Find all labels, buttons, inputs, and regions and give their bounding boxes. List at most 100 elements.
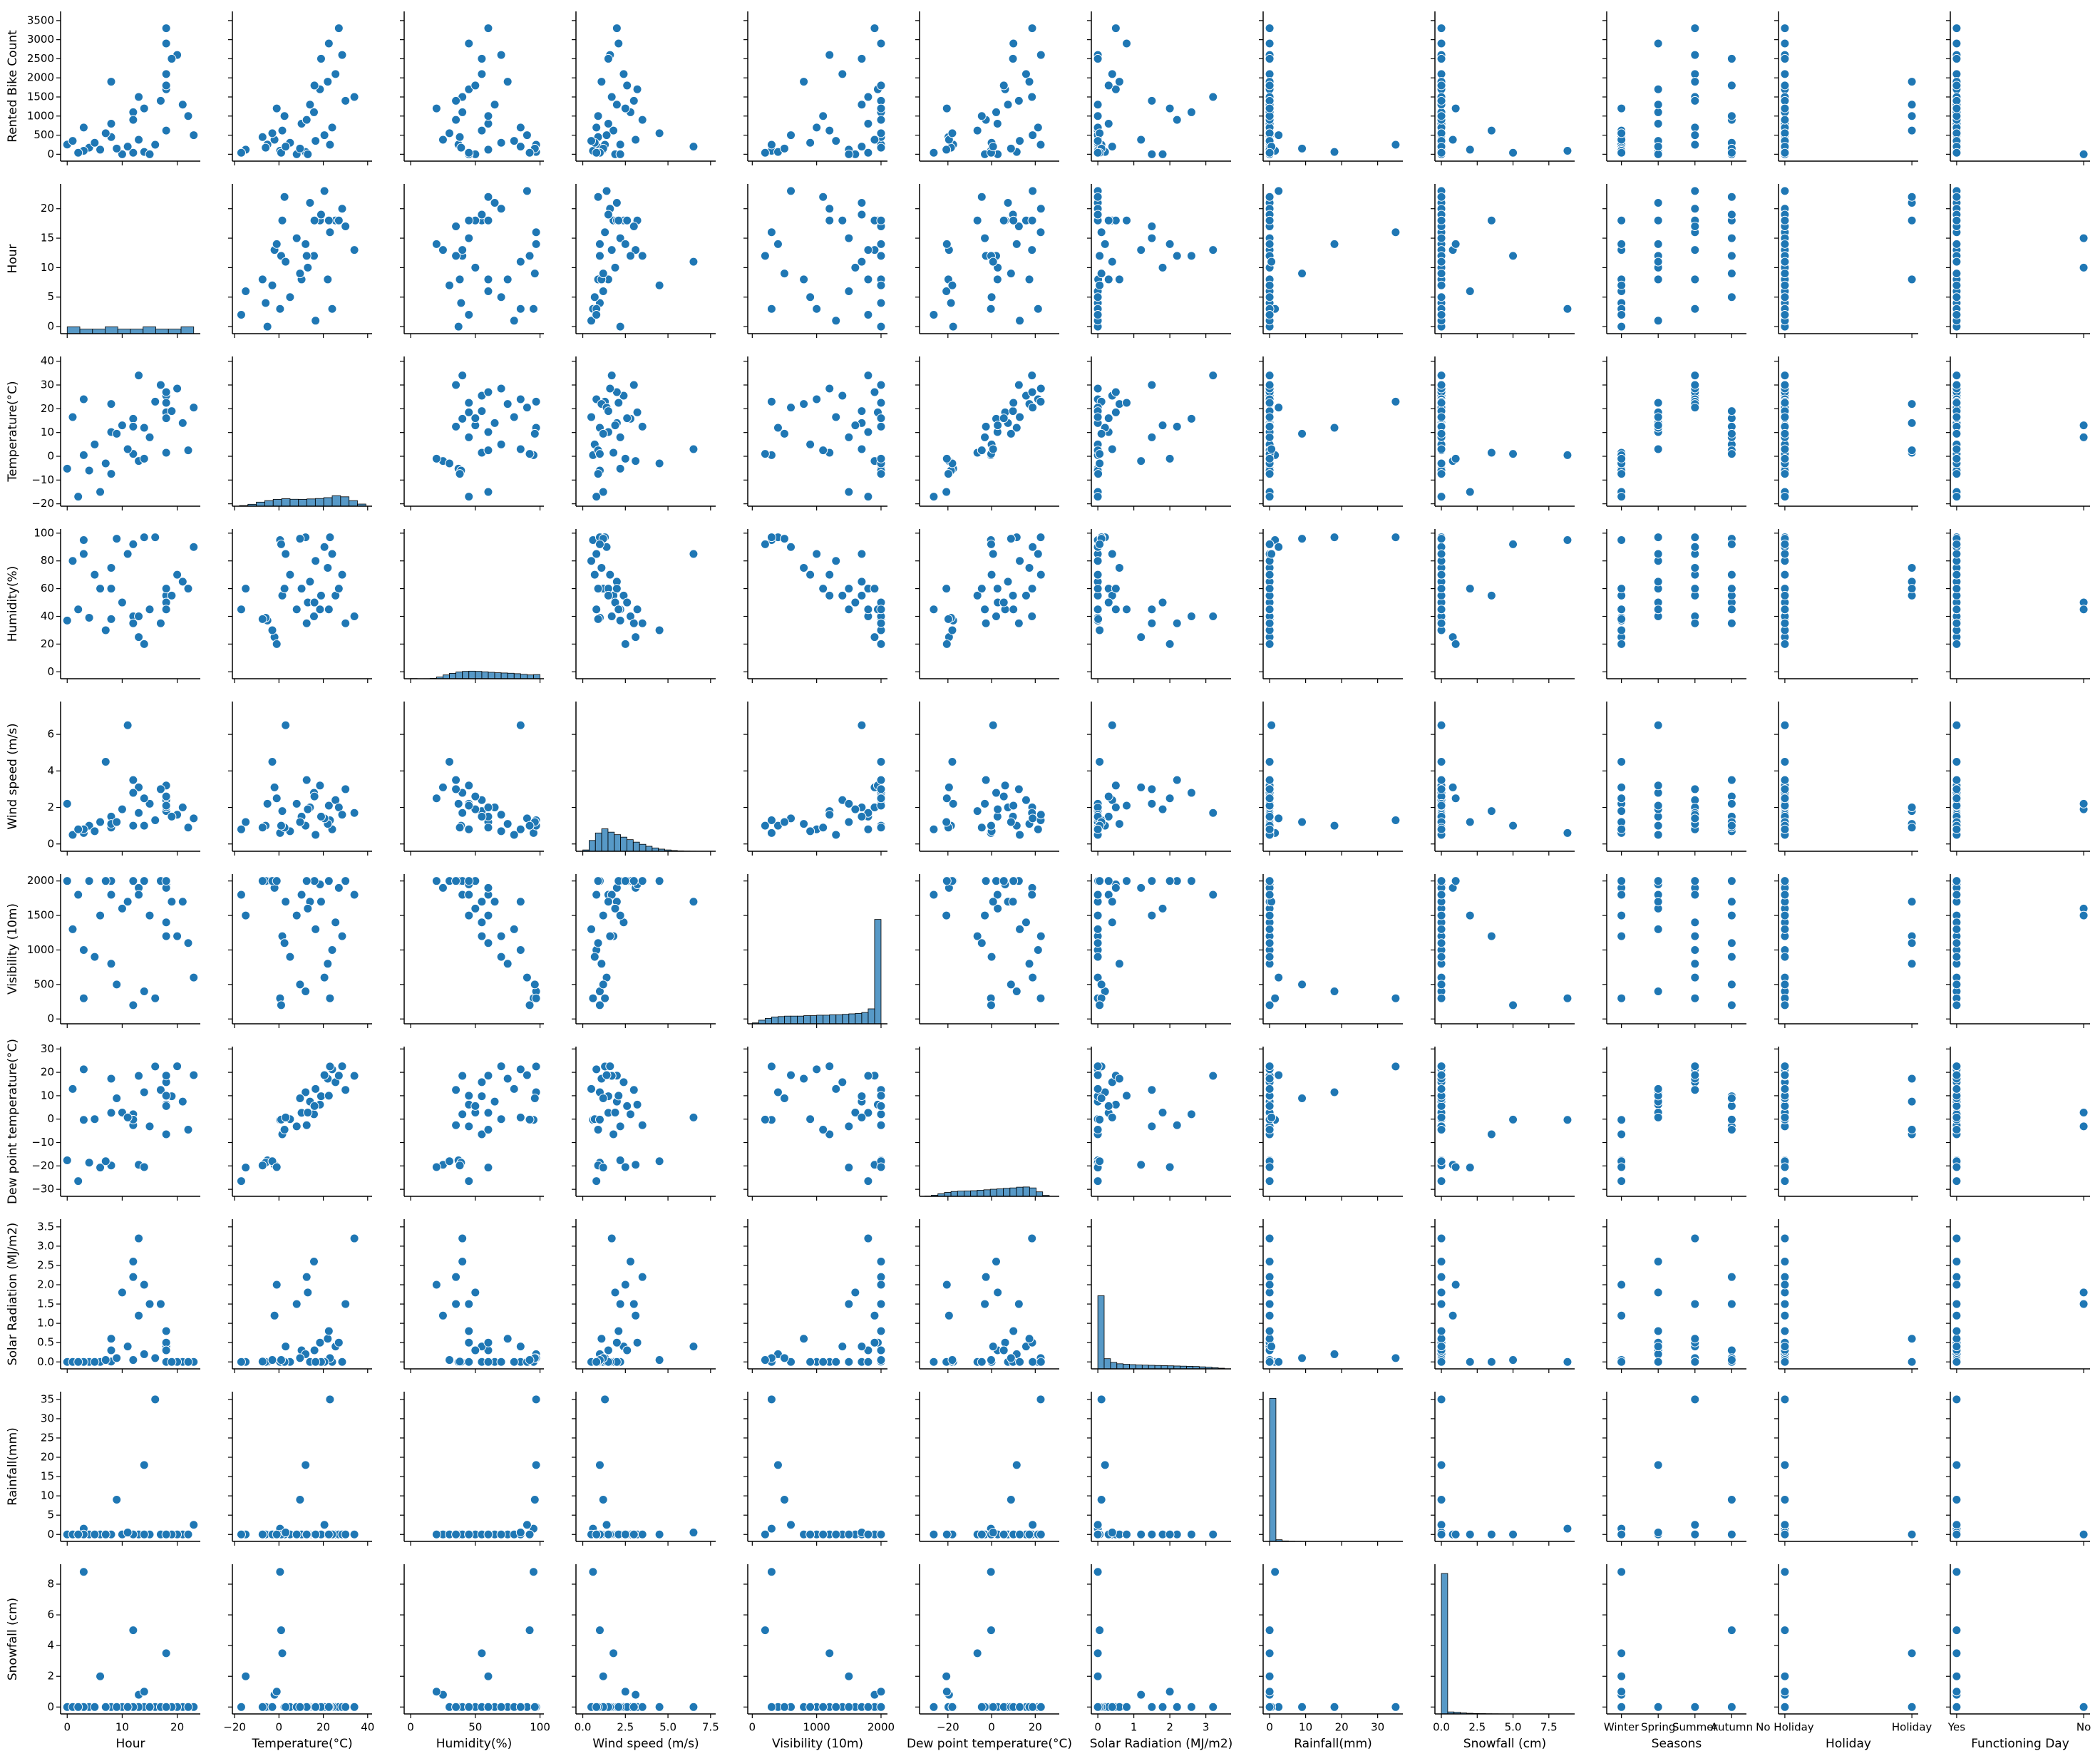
scatter-point bbox=[189, 542, 199, 552]
scatter-point bbox=[1274, 1357, 1284, 1367]
scatter-point bbox=[1274, 130, 1284, 140]
y-tick-label: 10 bbox=[41, 1089, 54, 1102]
scatter-point bbox=[1186, 251, 1196, 261]
scatter-point bbox=[825, 384, 835, 394]
panel bbox=[915, 529, 1059, 683]
scatter-point bbox=[1274, 972, 1284, 982]
scatter-point bbox=[592, 148, 602, 158]
scatter-point bbox=[631, 135, 641, 145]
scatter-point bbox=[999, 414, 1009, 423]
y-axis-label: Dew point temperature(°C) bbox=[6, 1039, 20, 1204]
scatter-point bbox=[598, 487, 608, 497]
scatter-point bbox=[1265, 280, 1275, 290]
scatter-point bbox=[1014, 380, 1024, 390]
scatter-point bbox=[654, 1156, 664, 1166]
scatter-point bbox=[1265, 1162, 1275, 1172]
scatter-point bbox=[349, 808, 359, 818]
scatter-point bbox=[1111, 605, 1121, 615]
scatter-point bbox=[988, 549, 998, 559]
scatter-point bbox=[1486, 215, 1496, 225]
scatter-point bbox=[929, 148, 939, 158]
y-tick-label: 15 bbox=[41, 232, 54, 245]
scatter-point bbox=[1122, 1529, 1132, 1539]
scatter-point bbox=[1265, 1074, 1275, 1084]
scatter-point bbox=[1726, 1114, 1736, 1124]
scatter-point bbox=[470, 1288, 480, 1298]
scatter-point bbox=[1726, 1355, 1736, 1365]
y-tick-label: 1500 bbox=[27, 91, 54, 103]
scatter-point bbox=[431, 1280, 441, 1290]
scatter-point bbox=[483, 1071, 493, 1081]
scatter-point bbox=[451, 1529, 461, 1539]
scatter-point bbox=[1147, 784, 1157, 794]
scatter-point bbox=[1093, 412, 1103, 422]
scatter-point bbox=[183, 1124, 193, 1134]
scatter-point bbox=[1036, 384, 1046, 394]
scatter-point bbox=[1006, 269, 1016, 279]
scatter-point bbox=[1165, 239, 1175, 249]
scatter-point bbox=[1107, 897, 1117, 907]
panel bbox=[1259, 529, 1403, 683]
scatter-point bbox=[62, 615, 72, 625]
scatter-point bbox=[139, 876, 149, 886]
scatter-point bbox=[812, 304, 822, 314]
scatter-point bbox=[106, 77, 116, 87]
hist-bar bbox=[823, 1015, 830, 1025]
scatter-point bbox=[1036, 533, 1046, 543]
scatter-point bbox=[167, 590, 177, 600]
scatter-point bbox=[349, 245, 359, 255]
y-tick-label: 100 bbox=[34, 526, 54, 539]
scatter-point bbox=[1617, 310, 1627, 320]
scatter-point bbox=[1329, 1087, 1339, 1097]
scatter-point bbox=[319, 186, 329, 196]
scatter-point bbox=[1617, 806, 1627, 816]
scatter-point bbox=[1329, 533, 1339, 543]
scatter-point bbox=[1617, 876, 1627, 886]
scatter-point bbox=[302, 775, 312, 785]
scatter-point bbox=[1024, 563, 1034, 572]
panel bbox=[1087, 184, 1231, 338]
scatter-point bbox=[1107, 444, 1117, 454]
scatter-point bbox=[331, 918, 341, 928]
scatter-point bbox=[615, 615, 625, 625]
scatter-point bbox=[876, 1345, 886, 1355]
scatter-point bbox=[281, 142, 291, 152]
panel bbox=[1259, 356, 1403, 510]
scatter-point bbox=[477, 897, 487, 907]
scatter-point bbox=[1726, 570, 1736, 580]
scatter-point bbox=[341, 1085, 351, 1095]
scatter-point bbox=[337, 204, 347, 214]
scatter-point bbox=[1006, 1353, 1016, 1363]
scatter-point bbox=[1653, 1357, 1663, 1367]
scatter-point bbox=[620, 876, 630, 886]
scatter-point bbox=[825, 1062, 835, 1072]
scatter-point bbox=[1436, 1233, 1446, 1243]
scatter-point bbox=[1095, 1000, 1105, 1010]
scatter-point bbox=[1009, 801, 1019, 811]
scatter-point bbox=[876, 1091, 886, 1101]
scatter-point bbox=[455, 469, 465, 479]
y-tick-label: 80 bbox=[41, 554, 54, 567]
scatter-point bbox=[1436, 280, 1446, 290]
scatter-point bbox=[1006, 817, 1016, 827]
hist-bar bbox=[443, 674, 450, 679]
scatter-point bbox=[161, 584, 171, 594]
hist-bar bbox=[481, 671, 489, 679]
scatter-point bbox=[1186, 876, 1196, 886]
scatter-point bbox=[1036, 396, 1046, 406]
scatter-point bbox=[1297, 1094, 1307, 1104]
scatter-point bbox=[1095, 449, 1105, 459]
scatter-point bbox=[438, 782, 448, 792]
scatter-point bbox=[1265, 924, 1275, 934]
scatter-point bbox=[1114, 563, 1124, 572]
scatter-point bbox=[1111, 781, 1121, 791]
scatter-point bbox=[1653, 1084, 1663, 1094]
scatter-point bbox=[999, 791, 1009, 801]
hist-bar bbox=[797, 1015, 804, 1025]
scatter-point bbox=[323, 274, 333, 284]
scatter-point bbox=[73, 605, 83, 615]
scatter-point bbox=[2079, 799, 2089, 808]
panel bbox=[1259, 874, 1403, 1028]
scatter-point bbox=[1265, 605, 1275, 615]
